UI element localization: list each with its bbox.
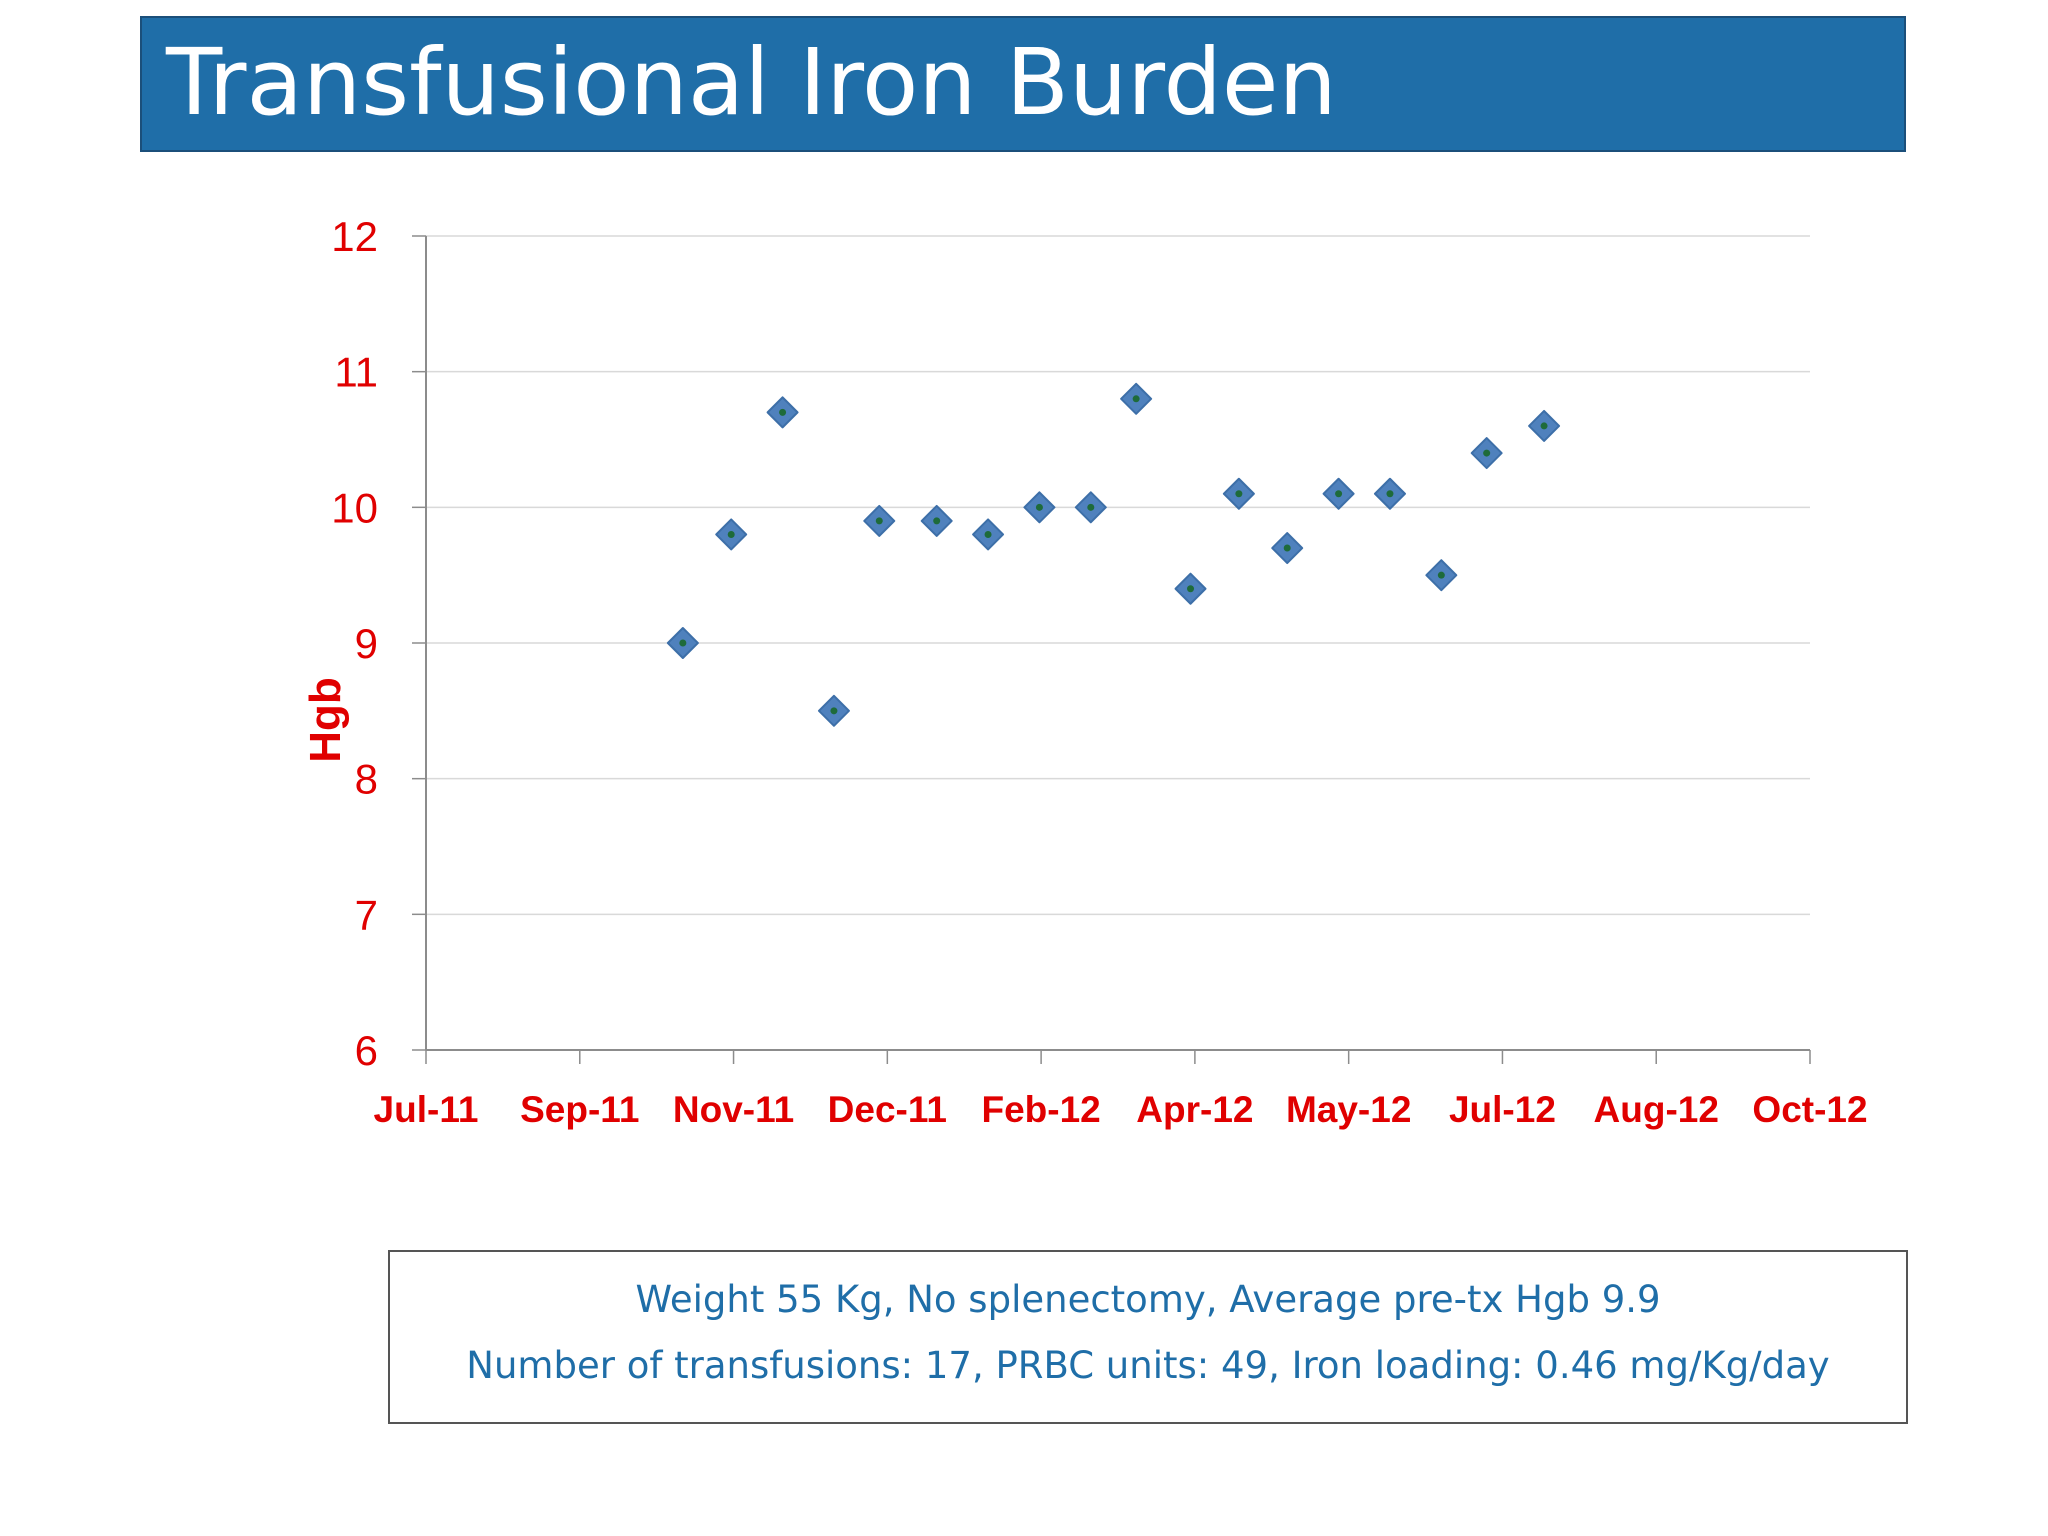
data-point xyxy=(1120,382,1153,415)
data-point-center xyxy=(679,639,687,647)
data-point xyxy=(1425,559,1458,592)
data-point xyxy=(1528,409,1561,442)
summary-line-transfusions: Number of transfusions: 17, PRBC units: … xyxy=(466,1344,1830,1387)
data-point-center xyxy=(1235,490,1243,498)
y-tick-label: 6 xyxy=(355,1027,378,1074)
title-banner: Transfusional Iron Burden xyxy=(140,16,1906,152)
x-tick-label: Jul-11 xyxy=(374,1089,479,1130)
y-tick-label: 7 xyxy=(355,891,378,938)
x-tick-label: Oct-12 xyxy=(1752,1089,1867,1130)
data-point xyxy=(1174,572,1207,605)
x-tick-label: Feb-12 xyxy=(981,1089,1100,1130)
data-point-center xyxy=(727,530,735,538)
x-tick-label: Apr-12 xyxy=(1136,1089,1253,1130)
x-tick-label: Aug-12 xyxy=(1594,1089,1719,1130)
x-tick-label: Dec-11 xyxy=(828,1089,947,1130)
data-point xyxy=(920,504,953,537)
data-point-center xyxy=(984,530,992,538)
summary-box: Weight 55 Kg, No splenectomy, Average pr… xyxy=(388,1250,1908,1424)
data-point xyxy=(1222,477,1255,510)
y-tick-label: 12 xyxy=(331,213,378,260)
hgb-scatter-chart: 6 7 8 9 10 11 12 Jul-11 Sep-11 Nov-11 Dec-11 Feb-1… xyxy=(301,213,1868,1130)
data-point xyxy=(863,504,896,537)
data-point-center xyxy=(830,707,838,715)
data-point-center xyxy=(1132,395,1140,403)
data-point xyxy=(972,518,1005,551)
data-point xyxy=(766,396,799,429)
y-tick-label: 9 xyxy=(355,620,378,667)
data-point xyxy=(1271,532,1304,565)
data-point-center xyxy=(1386,490,1394,498)
axes xyxy=(412,235,1811,1064)
slide-title: Transfusional Iron Burden xyxy=(166,29,1337,136)
y-tick-label: 8 xyxy=(355,756,378,803)
data-point-center xyxy=(1540,422,1548,430)
data-point xyxy=(1373,477,1406,510)
data-point xyxy=(1074,491,1107,524)
data-point xyxy=(817,694,850,727)
y-tick-label: 10 xyxy=(331,484,378,531)
data-point-center xyxy=(1087,503,1095,511)
y-tick-label: 11 xyxy=(334,349,378,396)
y-axis-label: Hgb xyxy=(301,677,350,763)
data-point-center xyxy=(1437,571,1445,579)
data-points xyxy=(666,382,1561,727)
data-point xyxy=(1023,491,1056,524)
data-point xyxy=(666,627,699,659)
x-tick-label: Jul-12 xyxy=(1449,1089,1556,1130)
data-point-center xyxy=(1335,490,1343,498)
data-point-center xyxy=(1283,544,1291,552)
data-point-center xyxy=(1483,449,1491,457)
data-point-center xyxy=(875,517,883,525)
data-point-center xyxy=(1035,503,1043,511)
data-point-center xyxy=(779,408,787,416)
data-point xyxy=(1470,437,1503,470)
y-tick-labels: 6 7 8 9 10 11 12 xyxy=(331,213,378,1074)
data-point-center xyxy=(933,517,941,525)
data-point-center xyxy=(1187,585,1195,593)
x-tick-label: May-12 xyxy=(1286,1089,1411,1130)
data-point xyxy=(1322,477,1355,510)
data-point xyxy=(715,518,748,551)
x-tick-label: Sep-11 xyxy=(520,1089,639,1130)
gridlines xyxy=(426,235,1810,916)
x-tick-labels: Jul-11 Sep-11 Nov-11 Dec-11 Feb-12 Apr-12 May-… xyxy=(374,1089,1868,1130)
x-tick-label: Nov-11 xyxy=(673,1089,794,1130)
summary-line-weight: Weight 55 Kg, No splenectomy, Average pr… xyxy=(635,1278,1661,1321)
